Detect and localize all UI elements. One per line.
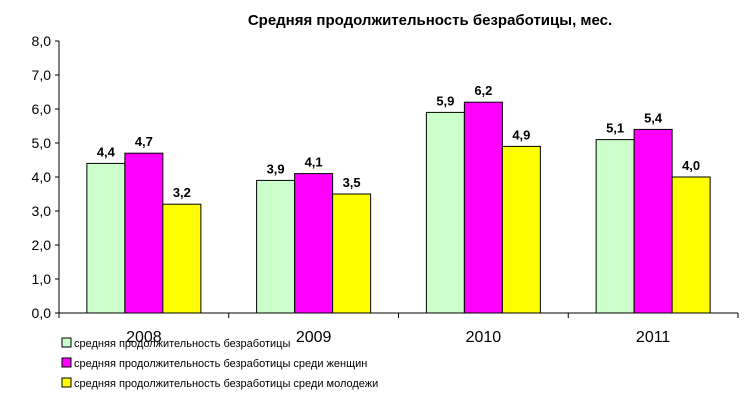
data-label: 4,1 (305, 155, 323, 170)
data-label: 3,5 (343, 175, 361, 190)
data-label: 4,0 (682, 158, 700, 173)
data-label: 5,4 (644, 110, 663, 125)
bar (332, 193, 372, 314)
data-label: 3,9 (267, 161, 285, 176)
bar (425, 111, 465, 314)
data-label: 5,1 (606, 121, 624, 136)
y-tick-label: 6,0 (32, 101, 52, 117)
bar (595, 139, 635, 314)
bar (86, 162, 126, 314)
y-tick-label: 3,0 (32, 203, 52, 219)
data-label: 5,9 (436, 93, 454, 108)
data-label: 6,2 (474, 83, 492, 98)
bar (633, 128, 673, 314)
bar (256, 179, 296, 314)
data-label: 4,4 (97, 144, 116, 159)
chart-title: Средняя продолжительность безработицы, м… (248, 12, 612, 29)
bars: 4,4 4,7 3,2 3,9 4,1 3,5 5,9 6,2 4,9 5,1 5,4 4,0 (86, 83, 711, 314)
y-tick-label: 1,0 (32, 271, 52, 287)
y-tick-label: 4,0 (32, 169, 52, 185)
data-label: 4,7 (135, 134, 153, 149)
data-label: 3,2 (173, 185, 191, 200)
x-tick-label: 2008 (126, 329, 162, 346)
legend-label: средняя продолжительность безработицы ср… (74, 358, 367, 370)
y-tick-label: 7,0 (32, 67, 52, 83)
legend-label: средняя продолжительность безработицы ср… (74, 378, 378, 390)
y-tick-label: 5,0 (32, 135, 52, 151)
y-tick-label: 8,0 (32, 33, 52, 49)
data-label: 4,9 (512, 127, 530, 142)
x-tick-label: 2009 (296, 329, 332, 346)
bar (162, 203, 202, 314)
legend-label: средняя продолжительность безработицы (74, 338, 290, 350)
legend-swatch (61, 337, 72, 348)
legend-swatch (61, 377, 72, 388)
bar (124, 152, 164, 314)
x-tick-label: 2010 (466, 329, 502, 346)
bar (294, 173, 334, 314)
y-tick-label: 0,0 (32, 305, 52, 321)
y-tick-label: 2,0 (32, 237, 52, 253)
legend: средняя продолжительность безработицы сре… (61, 337, 378, 390)
x-tick-label: 2011 (636, 329, 671, 346)
bar (463, 101, 503, 314)
bar (501, 145, 541, 314)
legend-swatch (61, 357, 72, 368)
bar (671, 176, 711, 314)
